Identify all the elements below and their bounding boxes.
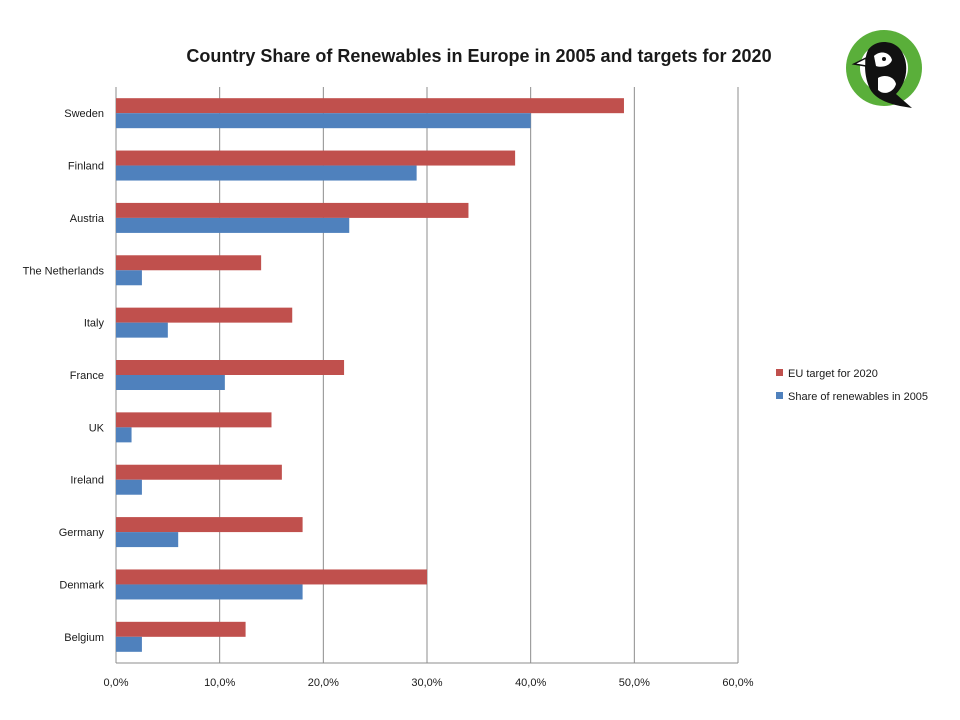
bar <box>116 569 427 585</box>
category-label: Sweden <box>64 108 104 120</box>
bar <box>116 322 168 338</box>
legend-label: EU target for 2020 <box>788 368 878 380</box>
bar <box>116 584 303 600</box>
category-label: Belgium <box>64 632 104 644</box>
category-label: Ireland <box>70 475 104 487</box>
category-label: Austria <box>70 213 105 225</box>
bar <box>116 270 142 286</box>
x-tick-labels: 0,0% 10,0% 20,0% 30,0% 40,0% 50,0% 60,0% <box>103 677 753 689</box>
x-tick-label: 50,0% <box>619 677 650 689</box>
category-label: The Netherlands <box>23 265 105 277</box>
legend-label: Share of renewables in 2005 <box>788 391 928 403</box>
category-label: UK <box>89 422 105 434</box>
bar <box>116 98 624 114</box>
bar <box>116 532 179 548</box>
x-tick-label: 30,0% <box>411 677 442 689</box>
bar <box>116 360 345 375</box>
bar <box>116 464 282 480</box>
puffin-eye <box>882 57 886 61</box>
legend-swatch <box>776 392 783 399</box>
category-label: Denmark <box>59 579 104 591</box>
bar <box>116 217 350 233</box>
bar <box>116 636 142 652</box>
bar <box>116 113 531 129</box>
puffin-beak <box>851 56 867 67</box>
bar <box>116 202 469 218</box>
category-label: France <box>70 370 104 382</box>
puffin-logo-icon <box>846 30 922 108</box>
bar <box>116 412 272 428</box>
bars-layer <box>116 98 624 652</box>
x-tick-label: 20,0% <box>308 677 339 689</box>
bar <box>116 307 293 323</box>
category-label: Italy <box>84 318 105 330</box>
bar <box>116 375 225 390</box>
category-label: Germany <box>59 527 105 539</box>
x-tick-label: 60,0% <box>722 677 753 689</box>
legend-swatch <box>776 369 783 376</box>
category-label: Finland <box>68 161 104 173</box>
bar <box>116 150 516 166</box>
category-labels: Sweden Finland Austria The Netherlands Italy… <box>23 108 105 644</box>
x-tick-label: 10,0% <box>204 677 235 689</box>
x-tick-label: 0,0% <box>103 677 128 689</box>
x-tick-label: 40,0% <box>515 677 546 689</box>
bar <box>116 255 262 271</box>
bar <box>116 165 417 181</box>
bar <box>116 427 132 443</box>
bar <box>116 517 303 533</box>
legend: EU target for 2020 Share of renewables in… <box>776 368 928 403</box>
bar <box>116 621 246 637</box>
puffin-belly <box>878 76 896 93</box>
chart-title: Country Share of Renewables in Europe in… <box>186 46 771 66</box>
bar <box>116 479 142 495</box>
